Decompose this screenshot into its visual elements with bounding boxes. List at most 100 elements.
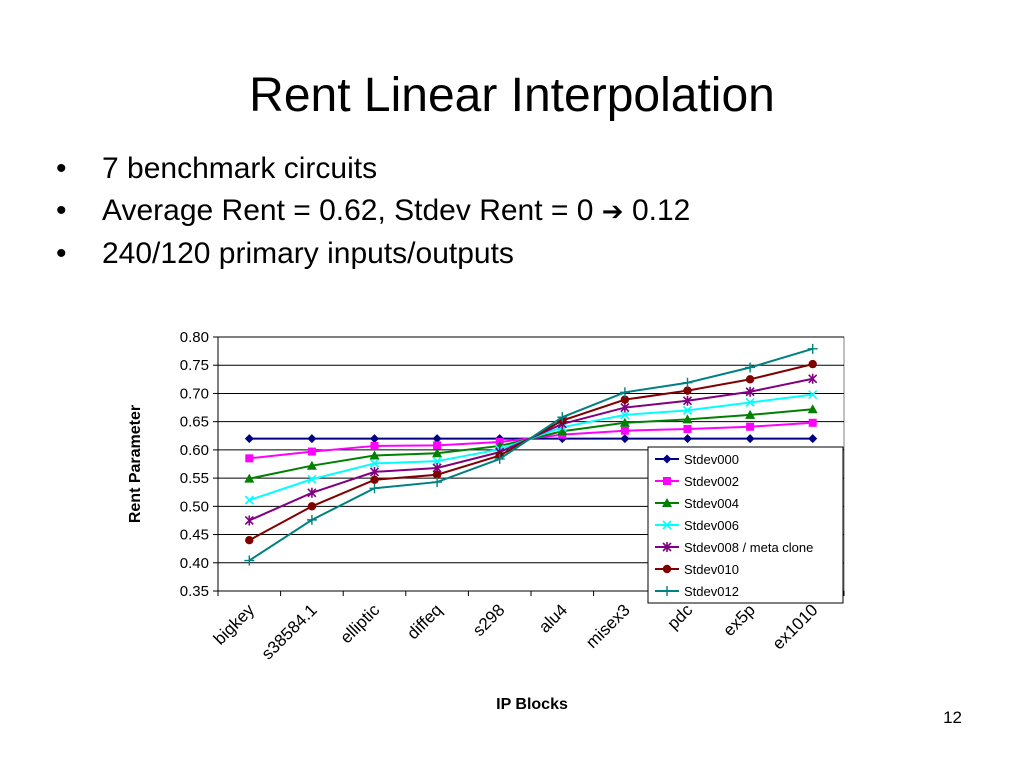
bullet-text: 240/120 primary inputs/outputs: [102, 237, 514, 270]
legend-item: Stdev008 / meta clone: [655, 540, 813, 555]
data-point: [620, 426, 629, 435]
legend-item: Stdev002: [655, 474, 739, 489]
data-point: [432, 448, 443, 458]
legend-label: Stdev004: [684, 496, 739, 511]
data-point: [244, 495, 254, 505]
x-tick-label: bigkey: [210, 600, 259, 649]
data-point: [745, 386, 755, 397]
legend-item: Stdev004: [655, 496, 739, 511]
data-point: [370, 475, 379, 485]
data-point: [244, 473, 255, 483]
data-point: [307, 447, 316, 456]
data-point: [620, 395, 630, 404]
data-point: [369, 458, 380, 469]
data-point: [370, 434, 379, 444]
data-point: [682, 414, 693, 424]
data-point: [432, 477, 443, 488]
data-point: [369, 450, 380, 460]
data-point: [745, 362, 756, 373]
data-point: [557, 412, 568, 423]
data-point: [746, 422, 755, 431]
data-point: [745, 375, 755, 384]
data-point: [619, 417, 630, 427]
data-point: [244, 555, 255, 566]
legend-label: Stdev002: [684, 474, 739, 489]
y-tick-label: 0.55: [180, 470, 209, 487]
data-point: [745, 434, 755, 444]
data-point: [557, 426, 568, 436]
legend-marker: [662, 454, 672, 464]
legend-marker: [662, 586, 672, 596]
y-tick-label: 0.40: [180, 555, 209, 572]
data-point: [682, 377, 693, 388]
legend-box: [647, 446, 844, 604]
y-tick-label: 0.50: [180, 498, 209, 515]
x-tick-label: misex3: [582, 600, 634, 652]
data-point: [369, 466, 380, 477]
data-point: [808, 418, 817, 427]
data-point: [306, 460, 317, 470]
data-point: [807, 404, 818, 414]
data-point: [494, 453, 505, 464]
bullet-item: 7 benchmark circuits: [56, 148, 690, 190]
data-point: [745, 409, 756, 419]
bullet-item: 240/120 primary inputs/outputs: [56, 233, 690, 275]
x-tick-label: elliptic: [336, 600, 383, 647]
legend-marker: [662, 542, 672, 552]
data-point: [307, 502, 317, 511]
data-point: [808, 390, 818, 400]
legend-item: Stdev012: [655, 584, 739, 599]
data-point: [682, 395, 693, 406]
data-point: [619, 387, 630, 398]
data-point: [808, 373, 818, 384]
x-axis-title: IP Blocks: [496, 696, 568, 713]
x-tick-label: ex1010: [769, 600, 822, 653]
y-tick-label: 0.70: [180, 385, 209, 402]
right-arrow-icon: ➔: [601, 197, 624, 227]
data-point: [432, 470, 442, 479]
legend-item: Stdev006: [655, 518, 739, 533]
series-line: [248, 347, 813, 562]
slide-title: Rent Linear Interpolation: [249, 69, 775, 122]
data-point: [682, 405, 693, 415]
y-tick-label: 0.80: [180, 329, 209, 346]
data-point: [307, 434, 317, 444]
x-tick-label: s298: [469, 600, 509, 640]
legend-marker: [662, 564, 672, 574]
legend-label: Stdev010: [684, 562, 739, 577]
data-point: [808, 434, 818, 444]
legend-item: Stdev000: [655, 452, 739, 467]
legend-marker: [663, 477, 671, 485]
y-tick-label: 0.45: [180, 527, 209, 544]
y-tick-label: 0.60: [180, 442, 209, 459]
data-point: [683, 434, 692, 444]
data-point: [745, 397, 755, 408]
data-point: [683, 386, 692, 395]
x-tick-label: alu4: [535, 600, 571, 636]
y-tick-label: 0.35: [180, 583, 209, 600]
legend-marker: [662, 520, 672, 530]
data-point: [433, 441, 442, 450]
legend-label: Stdev000: [684, 452, 739, 467]
bullet-text-tail: 0.12: [631, 194, 691, 227]
series-6: [244, 343, 818, 566]
data-point: [808, 359, 817, 369]
legend: Stdev000 Stdev002 Stdev004 Stdev006 Stdev008…: [647, 446, 844, 604]
y-tick-label: 0.65: [180, 414, 209, 431]
legend-label: Stdev006: [684, 518, 739, 533]
bullet-text: Average Rent = 0.62, Stdev Rent = 0: [102, 194, 594, 227]
legend-item: Stdev010: [655, 562, 739, 577]
x-tick-label: pdc: [664, 600, 697, 633]
data-point: [307, 474, 317, 484]
bullet-item: Average Rent = 0.62, Stdev Rent = 0 ➔ 0.…: [56, 190, 690, 233]
x-tick-label: ex5p: [719, 600, 759, 640]
legend-marker: [662, 498, 672, 507]
data-point: [245, 454, 254, 463]
y-axis-title: Rent Parameter: [127, 405, 144, 523]
data-point: [370, 441, 379, 450]
data-point: [245, 536, 254, 545]
data-point: [369, 483, 380, 494]
data-point: [432, 456, 442, 466]
data-point: [307, 487, 317, 498]
